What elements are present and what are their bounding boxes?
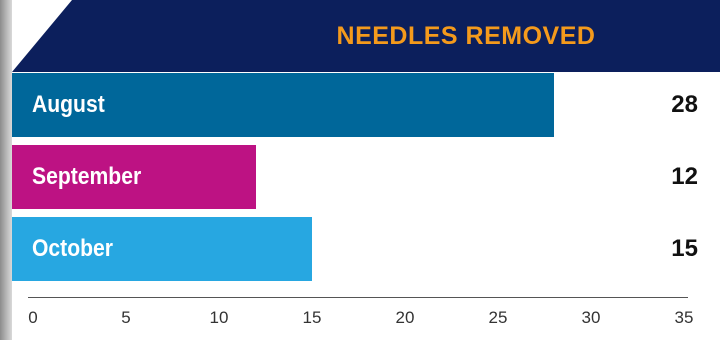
x-tick-label: 30	[581, 308, 601, 327]
x-axis-line	[28, 297, 688, 298]
x-tick-label: 10	[209, 308, 229, 327]
x-tick-label: 20	[395, 308, 415, 327]
x-tick-label: 15	[302, 308, 322, 327]
value-label-august: 28	[671, 91, 698, 118]
x-tick-label: 0	[28, 308, 38, 327]
x-tick-label: 35	[674, 308, 694, 327]
category-label-september: September	[32, 163, 142, 190]
bar-september	[12, 145, 257, 209]
x-tick-label: 25	[488, 308, 508, 327]
title-bar: NEEDLES REMOVED	[12, 0, 720, 72]
value-label-september: 12	[671, 163, 698, 190]
category-label-august: August	[32, 91, 105, 118]
bar-october	[12, 217, 312, 281]
bar-august	[12, 73, 554, 137]
chart-title: NEEDLES REMOVED	[336, 21, 596, 50]
category-label-october: October	[32, 235, 113, 262]
side-strip	[0, 0, 12, 340]
value-label-october: 15	[671, 235, 698, 262]
x-tick-label: 5	[121, 308, 131, 327]
